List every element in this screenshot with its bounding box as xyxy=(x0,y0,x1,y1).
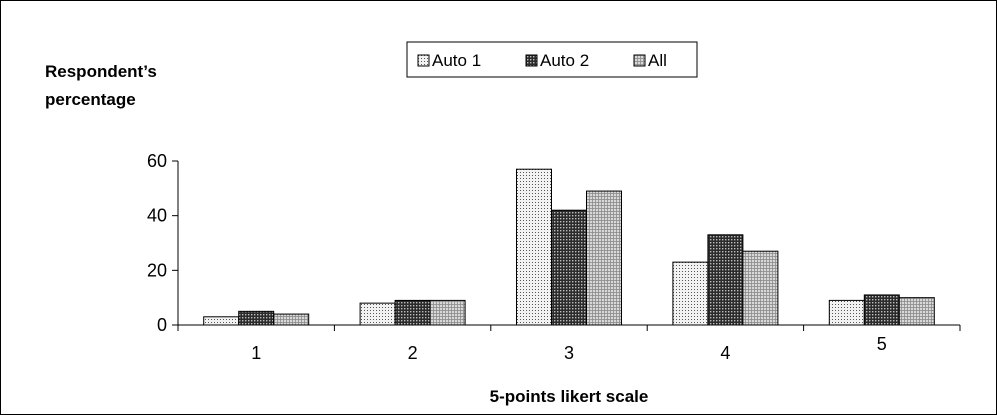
bar-auto-1-cat-1 xyxy=(203,316,240,326)
x-axis-title: 5-points likert scale xyxy=(490,387,649,406)
x-tick-label: 1 xyxy=(251,343,261,363)
x-tick-label: 3 xyxy=(564,343,574,363)
bar-auto-1-cat-4 xyxy=(672,261,709,326)
bar-auto-2-cat-3 xyxy=(551,209,587,326)
legend-label-auto-1: Auto 1 xyxy=(432,51,481,70)
bar-auto-1-cat-3 xyxy=(516,168,552,326)
legend-swatch-all xyxy=(633,54,646,67)
bar-all-cat-2 xyxy=(429,299,466,326)
legend-swatch-auto-2 xyxy=(525,54,538,67)
bar-all-cat-1 xyxy=(273,313,310,326)
bar-auto-2-cat-5 xyxy=(863,294,900,326)
x-tick-label: 2 xyxy=(408,343,418,363)
bar-auto-1-cat-5 xyxy=(828,299,865,326)
y-axis-title-line-1: Respondent’s xyxy=(45,62,157,81)
legend: Auto 1 Auto 2 All xyxy=(406,41,698,78)
bar-auto-2-cat-1 xyxy=(238,310,275,326)
y-tick-label: 0 xyxy=(157,315,167,335)
y-tick-label: 60 xyxy=(147,151,167,171)
bar-all-cat-3 xyxy=(586,190,622,326)
legend-label-auto-2: Auto 2 xyxy=(540,51,589,70)
legend-swatch-auto-1 xyxy=(417,54,430,67)
bar-auto-2-cat-4 xyxy=(707,234,744,326)
y-axis-title-line-2: percentage xyxy=(45,90,136,109)
bar-all-cat-5 xyxy=(898,297,935,326)
x-axis-ticks: 1 2 3 4 5 xyxy=(177,325,961,363)
legend-label-all: All xyxy=(648,51,667,70)
bar-auto-1-cat-2 xyxy=(359,302,396,326)
bar-auto-2-cat-2 xyxy=(394,299,431,326)
y-tick-label: 20 xyxy=(147,260,167,280)
x-tick-label: 5 xyxy=(877,334,887,354)
y-tick-label: 40 xyxy=(147,206,167,226)
legend-box xyxy=(406,41,698,78)
bar-all-cat-4 xyxy=(742,250,779,326)
y-axis-ticks: 0 20 40 60 xyxy=(147,151,178,335)
x-tick-label: 4 xyxy=(720,343,730,363)
bars xyxy=(203,168,935,326)
